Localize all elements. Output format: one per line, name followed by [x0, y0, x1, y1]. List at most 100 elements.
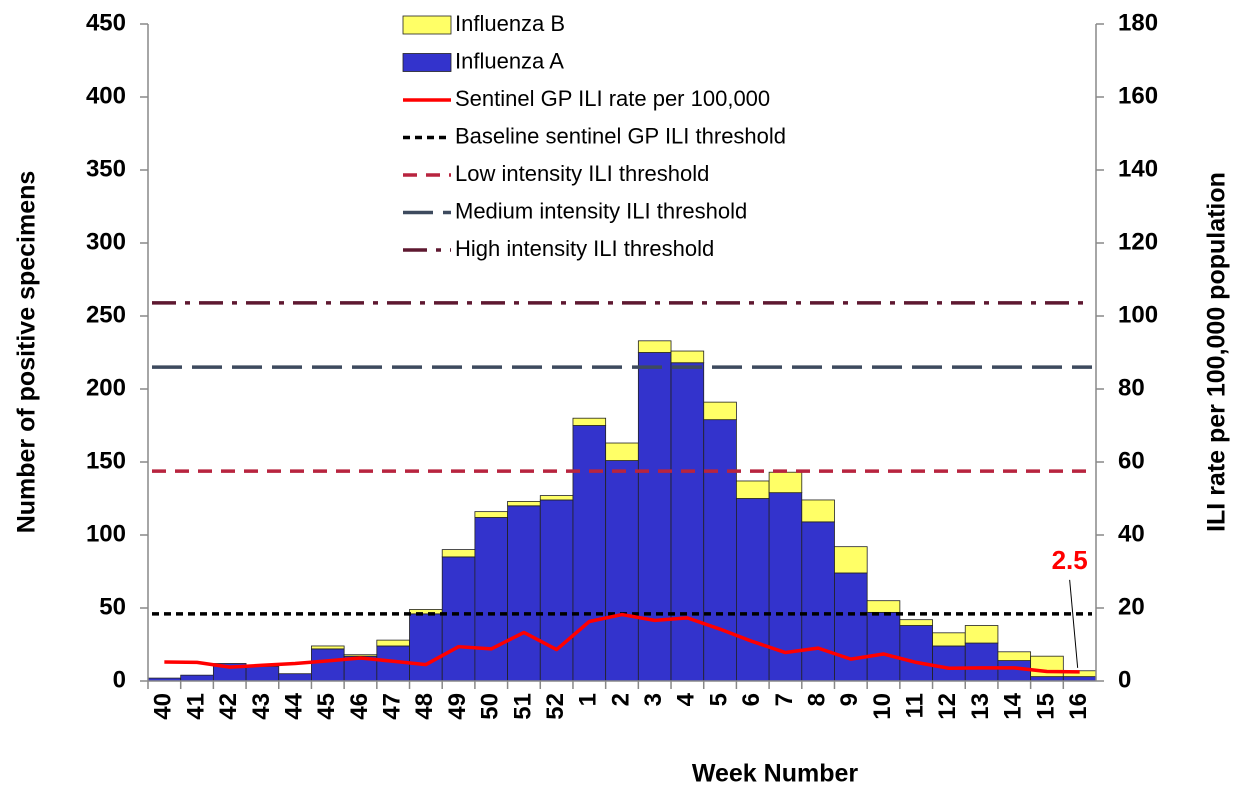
data-label: 2.5 [1052, 545, 1088, 575]
bar [866, 611, 901, 682]
x-tick-label: 14 [1000, 692, 1027, 719]
x-tick-label: 47 [379, 693, 406, 720]
bar [409, 609, 443, 615]
bar [866, 600, 901, 613]
bar [245, 666, 280, 682]
legend-label: Influenza A [455, 48, 564, 73]
bar [899, 625, 933, 682]
bar [899, 619, 933, 626]
y2-axis-title: ILI rate per 100,000 population [1203, 172, 1231, 532]
x-tick-label: 16 [1065, 693, 1092, 720]
legend-label: Low intensity ILI threshold [455, 161, 709, 186]
bar [539, 499, 574, 682]
x-tick-label: 50 [477, 693, 504, 720]
x-tick-label: 52 [542, 693, 569, 720]
y-tick-label: 50 [99, 593, 126, 620]
legend-swatch [402, 15, 452, 35]
x-tick-label: 6 [738, 693, 765, 706]
bar [572, 425, 607, 682]
x-tick-label: 49 [444, 693, 471, 720]
y-tick-label: 0 [113, 666, 126, 693]
bar [670, 350, 705, 364]
legend-label: Baseline sentinel GP ILI threshold [455, 123, 786, 148]
bar [964, 625, 999, 644]
y-tick-label: 300 [86, 228, 126, 255]
x-tick-label: 45 [313, 693, 340, 720]
x-axis-title: Week Number [692, 760, 859, 788]
bar [834, 572, 868, 682]
bar [572, 417, 607, 426]
x-tick-label: 11 [902, 693, 929, 718]
legend-label: Medium intensity ILI threshold [455, 198, 747, 223]
bar [507, 505, 541, 682]
y2-tick-label: 20 [1118, 593, 1145, 620]
bar [507, 501, 541, 507]
x-tick-label: 44 [280, 692, 307, 719]
x-tick-label: 12 [934, 693, 961, 720]
y2-tick-label: 180 [1118, 9, 1158, 36]
x-tick-label: 51 [509, 693, 536, 720]
y-axis-title: Number of positive specimens [13, 171, 41, 534]
x-tick-label: 43 [248, 693, 275, 720]
line [164, 612, 1080, 674]
x-tick-label: 3 [640, 693, 667, 706]
y-tick-label: 250 [86, 301, 126, 328]
bar [736, 498, 770, 682]
bar [932, 632, 966, 647]
x-tick-label: 4 [673, 692, 700, 706]
x-tick-label: 15 [1032, 693, 1059, 720]
bar [605, 442, 639, 461]
bar [474, 511, 508, 518]
bar [539, 495, 574, 501]
bar [801, 499, 835, 523]
bar [997, 651, 1032, 661]
x-tick-label: 10 [869, 693, 896, 720]
bar [736, 480, 770, 499]
bar [343, 654, 378, 657]
y2-tick-label: 40 [1118, 520, 1145, 547]
x-tick-label: 48 [411, 693, 438, 720]
bar [311, 645, 345, 650]
x-tick-label: 1 [575, 693, 602, 706]
bar [801, 521, 835, 682]
bar [409, 613, 443, 682]
y2-tick-label: 160 [1118, 82, 1158, 109]
bar [834, 546, 868, 574]
bar [278, 673, 312, 682]
legend-swatch [402, 53, 452, 72]
y2-tick-label: 60 [1118, 447, 1145, 474]
bar [703, 401, 737, 421]
bar [768, 471, 803, 494]
y-tick-label: 150 [86, 447, 126, 474]
y2-tick-label: 80 [1118, 374, 1145, 401]
annotation-pointer [1069, 579, 1079, 668]
bar [703, 419, 737, 682]
x-tick-label: 13 [967, 693, 994, 720]
x-tick-label: 7 [771, 693, 798, 706]
bar [670, 362, 705, 682]
bar [637, 340, 672, 353]
y-tick-label: 450 [86, 9, 126, 36]
bar [1030, 655, 1064, 678]
bar [964, 642, 999, 682]
y2-tick-label: 100 [1118, 301, 1158, 328]
bar [180, 674, 214, 682]
x-tick-label: 9 [836, 693, 863, 706]
bar [637, 352, 672, 682]
bar [932, 645, 966, 682]
x-tick-label: 46 [346, 693, 373, 720]
bar [441, 556, 476, 682]
y-tick-label: 100 [86, 520, 126, 547]
y2-tick-label: 0 [1118, 666, 1131, 693]
y-tick-label: 200 [86, 374, 126, 401]
y-tick-label: 400 [86, 82, 126, 109]
y2-tick-label: 120 [1118, 228, 1158, 255]
x-tick-label: 8 [803, 693, 830, 706]
x-tick-label: 40 [150, 693, 177, 720]
bar [474, 517, 508, 682]
legend-label: Sentinel GP ILI rate per 100,000 [455, 86, 770, 111]
x-tick-label: 41 [182, 693, 209, 720]
legend-label: High intensity ILI threshold [455, 236, 714, 261]
legend-label: Influenza B [455, 11, 565, 36]
